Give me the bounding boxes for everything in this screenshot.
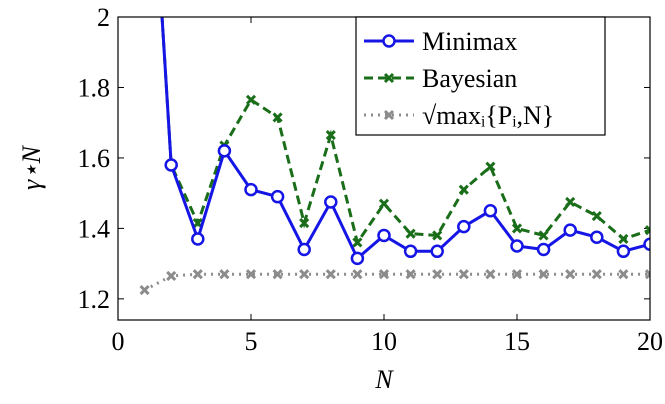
marker [565, 196, 576, 208]
marker [511, 223, 523, 234]
y-tick-label: 1.4 [78, 214, 111, 243]
legend-box [355, 16, 606, 136]
marker [403, 244, 418, 259]
legend-marker [382, 34, 396, 48]
marker [432, 269, 443, 280]
marker [536, 242, 551, 257]
legend-label: Minimax [422, 27, 517, 56]
marker [590, 230, 604, 244]
marker [378, 198, 390, 209]
series-line [160, 17, 650, 247]
marker [591, 269, 602, 280]
y-tick-label: 2 [97, 3, 110, 32]
marker [485, 269, 496, 280]
marker [405, 269, 416, 280]
marker [643, 237, 650, 251]
legend-label: √maxᵢ{Pᵢ,N} [422, 101, 554, 130]
marker [166, 270, 177, 282]
marker [432, 230, 443, 241]
x-tick-label: 0 [112, 327, 125, 356]
x-tick-label: 15 [504, 327, 530, 356]
marker [377, 228, 391, 243]
marker [272, 269, 283, 280]
marker [378, 269, 390, 280]
marker [485, 161, 496, 172]
marker [458, 184, 469, 195]
marker [297, 242, 311, 257]
legend-label: Bayesian [422, 64, 517, 93]
y-tick-label: 1.2 [78, 285, 111, 314]
marker [618, 269, 629, 280]
marker [510, 239, 524, 253]
marker [299, 218, 310, 229]
marker [457, 219, 471, 234]
marker [270, 189, 285, 204]
marker [538, 230, 549, 241]
y-tick-label: 1.6 [78, 144, 111, 173]
marker [245, 94, 257, 105]
marker [191, 232, 205, 246]
marker [591, 211, 602, 222]
marker [244, 182, 258, 197]
marker [245, 269, 257, 280]
marker [511, 269, 523, 280]
x-tick-label: 10 [371, 327, 397, 356]
marker [644, 269, 650, 280]
x-tick-label: 20 [637, 327, 663, 356]
marker [352, 237, 363, 248]
legend-marker [383, 72, 395, 84]
plot-area [139, 17, 650, 296]
marker [430, 244, 444, 259]
marker [325, 269, 336, 280]
marker [616, 244, 631, 259]
marker [350, 251, 365, 266]
marker [324, 195, 338, 209]
marker [563, 223, 577, 237]
marker [458, 269, 469, 280]
marker [272, 112, 283, 123]
y-axis-label: γ⋆N [17, 144, 46, 190]
legend-marker [383, 109, 395, 121]
marker [483, 204, 498, 218]
marker [164, 158, 178, 172]
marker [644, 225, 650, 236]
marker [405, 228, 416, 239]
x-tick-label: 5 [245, 327, 258, 356]
marker [352, 269, 363, 280]
marker [139, 284, 150, 296]
y-tick-label: 1.8 [78, 73, 111, 102]
marker [565, 269, 576, 280]
marker [325, 129, 336, 141]
marker [538, 269, 549, 280]
marker [219, 269, 230, 280]
marker [299, 269, 310, 280]
marker [217, 144, 232, 158]
marker [618, 233, 629, 245]
x-axis-label: N [374, 365, 394, 394]
marker [192, 269, 203, 280]
